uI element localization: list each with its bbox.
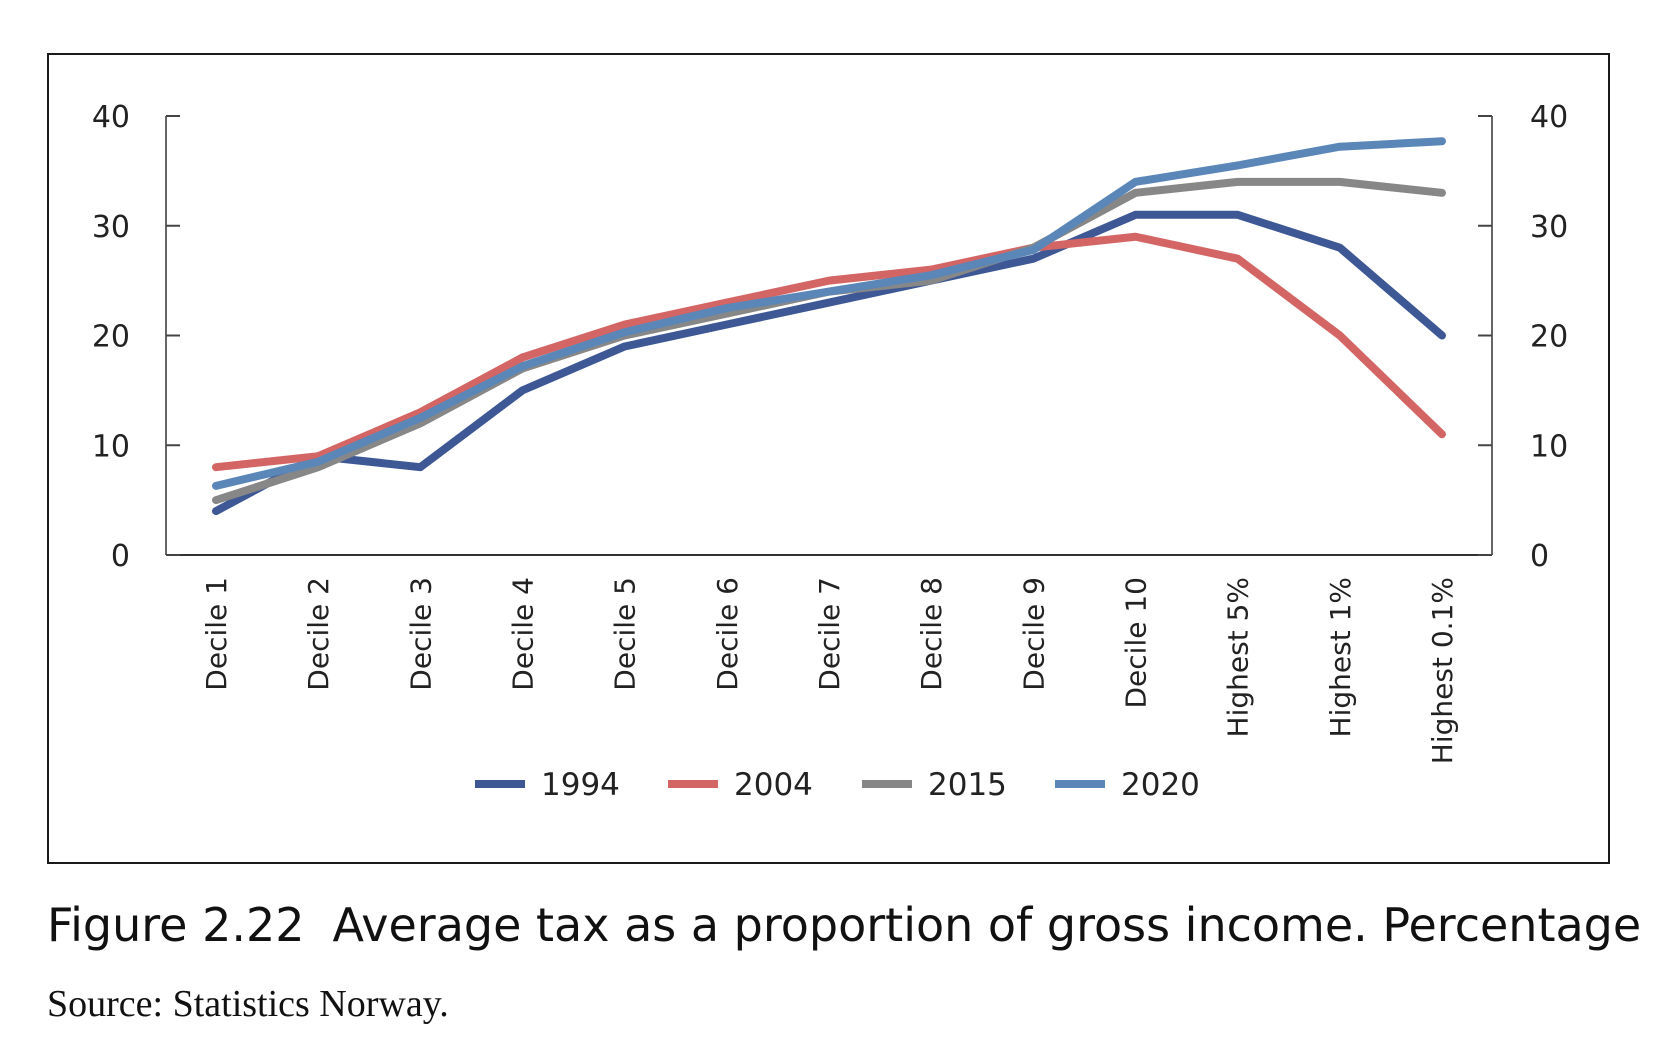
x-tick-label: Decile 1 [200,577,233,691]
series-line-2004 [212,232,1446,472]
series-line-1994 [212,210,1446,516]
right-y-tick-label: 10 [1530,429,1568,464]
source-note: Source: Statistics Norway. [47,983,449,1025]
x-tick-label: Decile 2 [302,577,335,691]
x-tick-label: Highest 1% [1324,577,1357,737]
x-tick-label: Decile 4 [507,577,540,691]
x-tick-label: Decile 3 [404,577,437,691]
left-y-tick-label: 40 [92,100,130,135]
chart-frame [47,53,1610,864]
legend-label-2020: 2020 [1121,767,1200,803]
left-y-tick-label: 0 [111,539,130,574]
x-tick-label: Decile 7 [813,577,846,691]
x-tick-label: Decile 10 [1120,577,1153,709]
series-line-2020 [212,137,1446,490]
left-y-tick-label: 20 [92,320,130,355]
legend-label-1994: 1994 [541,767,620,803]
right-y-tick-label: 20 [1530,320,1568,355]
left-y-tick-label: 10 [92,429,130,464]
x-tick-label: Decile 8 [915,577,948,691]
x-tick-label: Decile 5 [609,577,642,691]
legend-label-2015: 2015 [928,767,1007,803]
right-y-tick-label: 30 [1530,210,1568,245]
x-tick-label: Decile 9 [1017,577,1050,691]
x-tick-label: Highest 5% [1222,577,1255,737]
legend-label-2004: 2004 [734,767,813,803]
right-y-tick-label: 0 [1530,539,1549,574]
x-tick-label: Decile 6 [711,577,744,691]
left-y-tick-label: 30 [92,210,130,245]
figure-number: Figure 2.22 [47,898,305,952]
right-y-tick-label: 40 [1530,100,1568,135]
figure-caption: Figure 2.22 Average tax as a proportion o… [47,898,1641,952]
x-tick-label: Highest 0.1% [1426,577,1459,764]
figure-title: Average tax as a proportion of gross inc… [332,898,1642,952]
series-line-2015 [212,177,1446,505]
